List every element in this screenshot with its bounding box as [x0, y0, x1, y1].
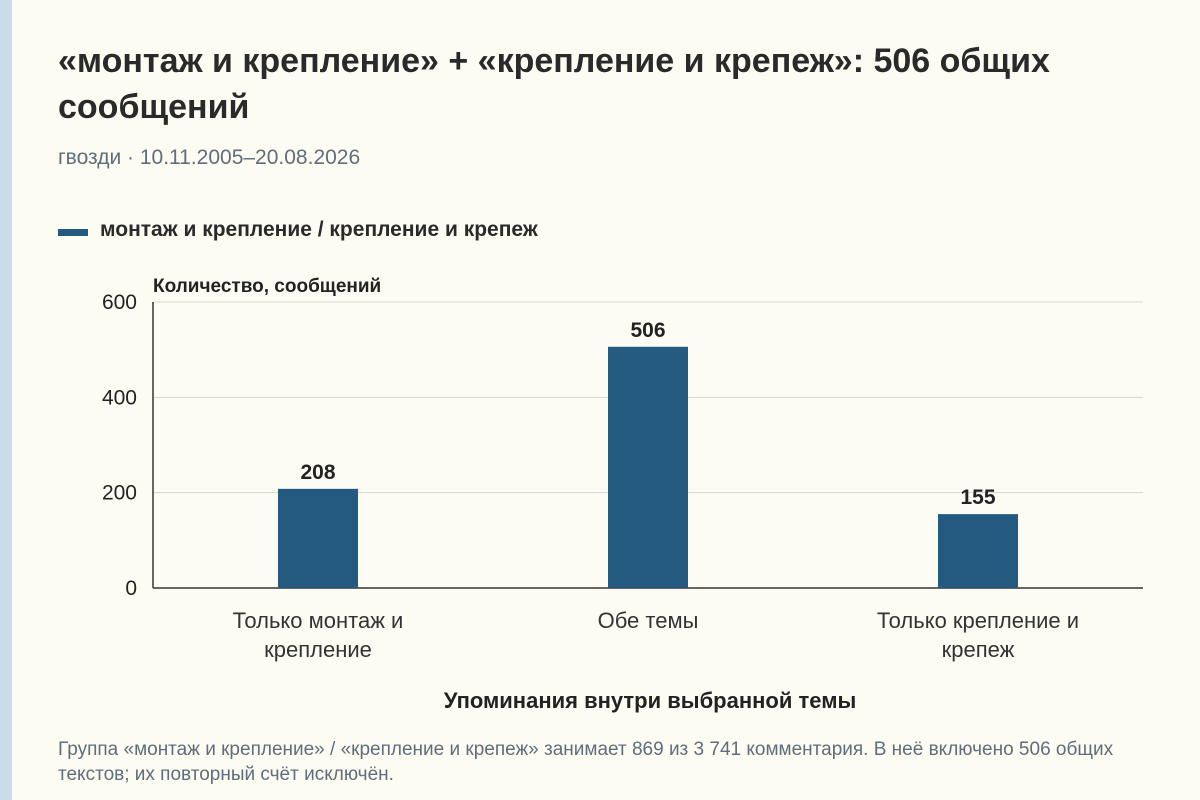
x-axis-label: Упоминания внутри выбранной темы [444, 688, 857, 713]
legend-swatch [58, 228, 88, 236]
data-labels: 208 506 155 [300, 319, 995, 509]
bar [938, 514, 1018, 588]
category-labels: Только монтаж и крепление Обе темы Только к… [233, 608, 1079, 662]
bars [278, 346, 1018, 588]
chart-title: «монтаж и крепление» + «крепление и креп… [58, 42, 1050, 126]
bar [278, 488, 358, 588]
bar-value-label: 506 [630, 319, 665, 342]
legend-label: монтаж и крепление / крепление и крепеж [100, 218, 538, 241]
left-accent-stripe [0, 0, 12, 800]
footnote: Группа «монтаж и крепление» / «крепление… [58, 739, 1114, 785]
legend: монтаж и крепление / крепление и крепеж [58, 218, 538, 242]
y-axis-label: Количество, сообщений [153, 276, 381, 297]
bar [608, 346, 688, 588]
x-tick-label: Обе темы [598, 608, 699, 633]
chart-subtitle: гвозди · 10.11.2005–20.08.2026 [58, 146, 361, 169]
bar-value-label: 208 [300, 461, 335, 484]
y-tick-label: 200 [102, 482, 137, 505]
x-tick-label: Только крепление и крепеж [877, 608, 1079, 662]
bar-value-label: 155 [960, 486, 995, 509]
x-tick-label: Только монтаж и крепление [233, 608, 404, 662]
y-tick-label: 400 [102, 386, 137, 409]
y-tick-label: 0 [125, 577, 137, 600]
y-tick-label: 600 [102, 291, 137, 314]
